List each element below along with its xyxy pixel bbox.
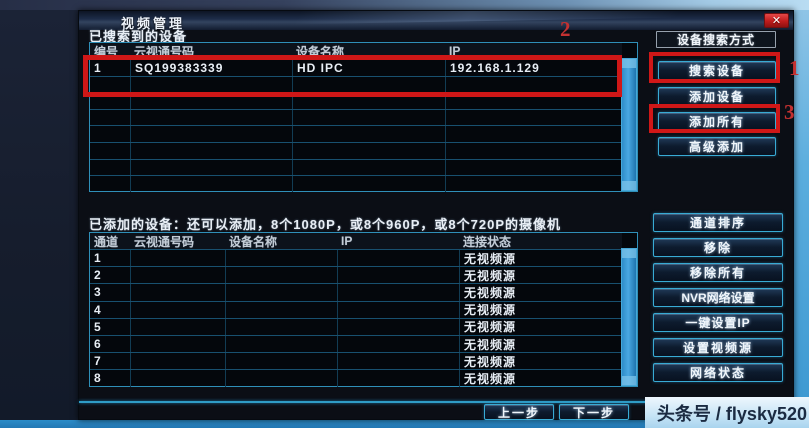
table-row-empty[interactable]: [90, 141, 622, 159]
annotation-box-search: [649, 52, 780, 83]
col-header-device-name: 设备名称: [229, 234, 278, 249]
annotation-box-row: [83, 55, 622, 97]
watermark-label: 头条号 / flysky520: [645, 397, 809, 428]
scroll-down-icon[interactable]: [622, 376, 636, 385]
status-cell: 无视频源: [459, 318, 622, 335]
dialog-title: 视频管理: [121, 16, 186, 31]
added-devices-table: 通道 云视通号码 设备名称 IP 连接状态 1 无视频源 2 无视频源 3 无视…: [89, 232, 638, 387]
col-header-channel: 通道: [94, 234, 119, 249]
channel-row[interactable]: 7 无视频源: [90, 352, 622, 370]
desktop-edge-bottom: [0, 420, 645, 428]
added-table-scrollbar[interactable]: [621, 248, 637, 386]
network-status-button[interactable]: 网络状态: [653, 363, 783, 382]
search-devices-button[interactable]: 搜索设备: [658, 61, 776, 80]
channel-row[interactable]: 8 无视频源: [90, 369, 622, 387]
col-header-cloud-id: 云视通号码: [134, 234, 195, 249]
dialog-titlebar: [79, 11, 793, 30]
annotation-number-3: 3: [784, 100, 795, 124]
desktop-edge-top: [0, 0, 809, 10]
searched-device-row[interactable]: 1 SQ199383339 HD IPC 192.168.1.129: [90, 59, 622, 76]
table-row-empty[interactable]: [90, 125, 622, 142]
photo-glare: [293, 11, 685, 25]
desktop-edge-left: [0, 10, 78, 420]
status-cell: 无视频源: [459, 301, 622, 318]
remove-button[interactable]: 移除: [653, 238, 783, 257]
channel-row[interactable]: 6 无视频源: [90, 334, 622, 353]
channel-row[interactable]: 1 无视频源: [90, 249, 622, 267]
added-table-header: 通道 云视通号码 设备名称 IP 连接状态: [90, 233, 622, 249]
annotation-number-1: 1: [789, 56, 800, 80]
nvr-network-settings-button[interactable]: NVR网络设置: [653, 288, 783, 307]
table-row-empty[interactable]: [90, 158, 622, 176]
channel-row[interactable]: 2 无视频源: [90, 266, 622, 284]
status-cell: 无视频源: [459, 250, 622, 267]
annotation-number-2: 2: [560, 17, 571, 41]
cell-cloud-id: SQ199383339: [130, 60, 292, 76]
next-step-button[interactable]: 下一步: [559, 404, 629, 420]
advanced-add-button[interactable]: 高级添加: [658, 137, 776, 156]
channel-sort-button[interactable]: 通道排序: [653, 213, 783, 232]
close-icon[interactable]: ✕: [764, 13, 789, 28]
col-header-status: 连接状态: [463, 234, 512, 249]
status-cell: 无视频源: [459, 370, 622, 387]
table-row-empty[interactable]: [90, 175, 622, 192]
cell-ip: 192.168.1.129: [445, 60, 622, 76]
searched-table-scrollbar[interactable]: [621, 58, 637, 191]
status-cell: 无视频源: [459, 335, 622, 353]
prev-step-button[interactable]: 上一步: [484, 404, 554, 420]
col-header-ip: IP: [341, 234, 353, 248]
cell-num: 1: [94, 60, 102, 75]
searched-devices-label: 已搜索到的设备: [89, 29, 188, 44]
channel-row[interactable]: 5 无视频源: [90, 317, 622, 335]
annotation-box-add-all: [649, 104, 780, 133]
bottom-divider: [79, 401, 793, 403]
scroll-down-icon[interactable]: [622, 181, 636, 190]
status-cell: 无视频源: [459, 284, 622, 301]
scroll-up-icon[interactable]: [622, 59, 636, 68]
video-manage-dialog: 视频管理 ✕ 已搜索到的设备 编号 云视通号码 设备名称 IP 1 SQ1993…: [78, 10, 794, 420]
added-devices-label: 已添加的设备：还可以添加，8个1080P，或8个960P，或8个720P的摄像机: [89, 217, 562, 232]
table-row-empty[interactable]: [90, 108, 622, 126]
one-key-set-ip-button[interactable]: 一键设置IP: [653, 313, 783, 332]
col-header-ip: IP: [449, 44, 461, 58]
cell-device-name: HD IPC: [292, 60, 445, 76]
searched-devices-table: 编号 云视通号码 设备名称 IP 1 SQ199383339 HD IPC 19…: [89, 42, 638, 192]
status-cell: 无视频源: [459, 353, 622, 370]
channel-row[interactable]: 3 无视频源: [90, 283, 622, 301]
search-mode-label: 设备搜索方式: [656, 31, 776, 48]
table-row-empty[interactable]: [90, 75, 622, 93]
desktop-edge-right: [794, 10, 809, 397]
scroll-up-icon[interactable]: [622, 249, 636, 258]
set-video-source-button[interactable]: 设置视频源: [653, 338, 783, 357]
remove-all-button[interactable]: 移除所有: [653, 263, 783, 282]
channel-row[interactable]: 4 无视频源: [90, 300, 622, 318]
status-cell: 无视频源: [459, 267, 622, 284]
